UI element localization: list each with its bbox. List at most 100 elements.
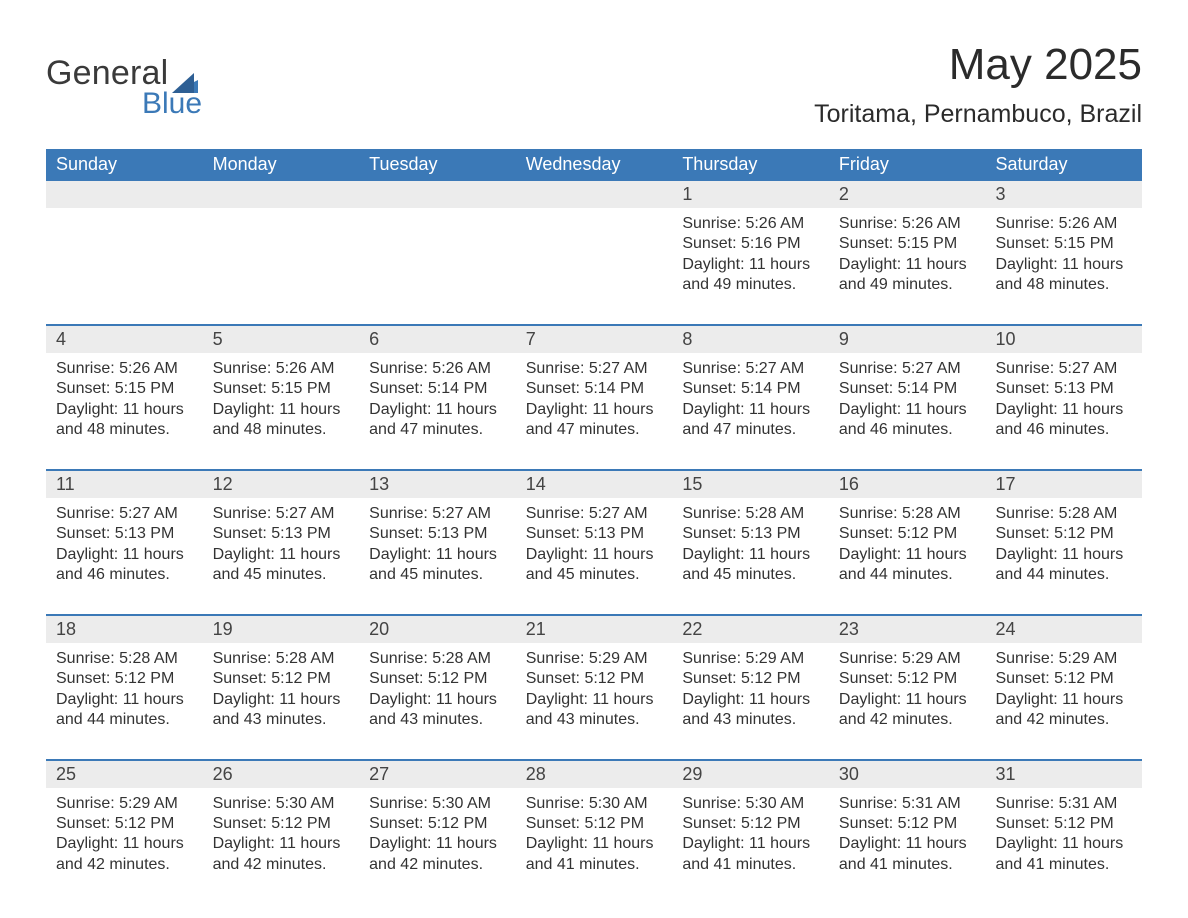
daylight-text: Daylight: 11 hours and 49 minutes. (839, 255, 978, 296)
calendar-day: 8Sunrise: 5:27 AMSunset: 5:14 PMDaylight… (672, 326, 829, 451)
sunset-text: Sunset: 5:14 PM (526, 379, 665, 399)
daylight-text: Daylight: 11 hours and 43 minutes. (526, 690, 665, 731)
sunrise-text: Sunrise: 5:26 AM (369, 359, 508, 379)
calendar-day: 31Sunrise: 5:31 AMSunset: 5:12 PMDayligh… (985, 761, 1142, 886)
day-number: . (203, 181, 360, 208)
sunrise-text: Sunrise: 5:27 AM (56, 504, 195, 524)
day-number: . (359, 181, 516, 208)
day-number: 24 (985, 616, 1142, 643)
daylight-text: Daylight: 11 hours and 42 minutes. (213, 834, 352, 875)
weekday-header: Sunday (46, 149, 203, 181)
day-body: Sunrise: 5:28 AMSunset: 5:12 PMDaylight:… (205, 649, 352, 731)
daylight-text: Daylight: 11 hours and 41 minutes. (995, 834, 1134, 875)
day-number: 27 (359, 761, 516, 788)
daylight-text: Daylight: 11 hours and 45 minutes. (682, 545, 821, 586)
sunrise-text: Sunrise: 5:29 AM (839, 649, 978, 669)
sunrise-text: Sunrise: 5:28 AM (213, 649, 352, 669)
title-block: May 2025 Toritama, Pernambuco, Brazil (814, 40, 1142, 143)
page-header: General Blue May 2025 Toritama, Pernambu… (46, 40, 1142, 143)
day-number: 9 (829, 326, 986, 353)
calendar-day: 11Sunrise: 5:27 AMSunset: 5:13 PMDayligh… (46, 471, 203, 596)
day-body: Sunrise: 5:27 AMSunset: 5:13 PMDaylight:… (987, 359, 1134, 441)
sunrise-text: Sunrise: 5:26 AM (995, 214, 1134, 234)
day-number: 7 (516, 326, 673, 353)
calendar-day: 14Sunrise: 5:27 AMSunset: 5:13 PMDayligh… (516, 471, 673, 596)
day-body: Sunrise: 5:30 AMSunset: 5:12 PMDaylight:… (518, 794, 665, 876)
daylight-text: Daylight: 11 hours and 44 minutes. (839, 545, 978, 586)
sunrise-text: Sunrise: 5:28 AM (369, 649, 508, 669)
day-body: Sunrise: 5:30 AMSunset: 5:12 PMDaylight:… (205, 794, 352, 876)
daylight-text: Daylight: 11 hours and 41 minutes. (682, 834, 821, 875)
calendar-day: 5 Sunrise: 5:26 AMSunset: 5:15 PMDaylight… (203, 326, 360, 451)
sunset-text: Sunset: 5:15 PM (56, 379, 195, 399)
calendar-day: 6Sunrise: 5:26 AMSunset: 5:14 PMDaylight… (359, 326, 516, 451)
brand-logo: General Blue (46, 54, 202, 121)
sunset-text: Sunset: 5:14 PM (839, 379, 978, 399)
daylight-text: Daylight: 11 hours and 44 minutes. (995, 545, 1134, 586)
day-number: 18 (46, 616, 203, 643)
calendar-day: 28Sunrise: 5:30 AMSunset: 5:12 PMDayligh… (516, 761, 673, 886)
brand-logo-line1: General (46, 54, 202, 93)
sunset-text: Sunset: 5:12 PM (839, 524, 978, 544)
day-number: 29 (672, 761, 829, 788)
day-body: Sunrise: 5:28 AMSunset: 5:12 PMDaylight:… (831, 504, 978, 586)
calendar-day: 18Sunrise: 5:28 AMSunset: 5:12 PMDayligh… (46, 616, 203, 741)
calendar-day: 15Sunrise: 5:28 AMSunset: 5:13 PMDayligh… (672, 471, 829, 596)
day-number: 23 (829, 616, 986, 643)
calendar-day: 29 Sunrise: 5:30 AMSunset: 5:12 PMDayligh… (672, 761, 829, 886)
day-number: 31 (985, 761, 1142, 788)
day-number: 17 (985, 471, 1142, 498)
sunrise-text: Sunrise: 5:29 AM (56, 794, 195, 814)
calendar-grid: SundayMondayTuesdayWednesdayThursdayFrid… (46, 149, 1142, 885)
calendar-day: . (203, 181, 360, 306)
day-number: 15 (672, 471, 829, 498)
calendar-day: 4Sunrise: 5:26 AMSunset: 5:15 PMDaylight… (46, 326, 203, 451)
sunrise-text: Sunrise: 5:30 AM (682, 794, 821, 814)
calendar-day: 17Sunrise: 5:28 AMSunset: 5:12 PMDayligh… (985, 471, 1142, 596)
day-body: Sunrise: 5:29 AMSunset: 5:12 PMDaylight:… (987, 649, 1134, 731)
calendar-day: 23Sunrise: 5:29 AMSunset: 5:12 PMDayligh… (829, 616, 986, 741)
sunset-text: Sunset: 5:12 PM (526, 669, 665, 689)
day-body: Sunrise: 5:26 AMSunset: 5:15 PMDaylight:… (205, 359, 352, 441)
calendar-day: 7Sunrise: 5:27 AMSunset: 5:14 PMDaylight… (516, 326, 673, 451)
sunrise-text: Sunrise: 5:30 AM (369, 794, 508, 814)
sunset-text: Sunset: 5:12 PM (995, 524, 1134, 544)
sunset-text: Sunset: 5:12 PM (56, 814, 195, 834)
day-number: 25 (46, 761, 203, 788)
daylight-text: Daylight: 11 hours and 43 minutes. (369, 690, 508, 731)
calendar-week: 25Sunrise: 5:29 AMSunset: 5:12 PMDayligh… (46, 759, 1142, 886)
calendar-day: 3Sunrise: 5:26 AMSunset: 5:15 PMDaylight… (985, 181, 1142, 306)
calendar-week: 18Sunrise: 5:28 AMSunset: 5:12 PMDayligh… (46, 614, 1142, 741)
sunset-text: Sunset: 5:15 PM (213, 379, 352, 399)
day-body: Sunrise: 5:30 AMSunset: 5:12 PMDaylight:… (674, 794, 821, 876)
daylight-text: Daylight: 11 hours and 42 minutes. (369, 834, 508, 875)
day-body: Sunrise: 5:26 AMSunset: 5:15 PMDaylight:… (48, 359, 195, 441)
daylight-text: Daylight: 11 hours and 43 minutes. (213, 690, 352, 731)
daylight-text: Daylight: 11 hours and 42 minutes. (56, 834, 195, 875)
calendar-week: ....1Sunrise: 5:26 AMSunset: 5:16 PMDayl… (46, 181, 1142, 306)
day-number: 10 (985, 326, 1142, 353)
day-number: 19 (203, 616, 360, 643)
sunrise-text: Sunrise: 5:29 AM (995, 649, 1134, 669)
daylight-text: Daylight: 11 hours and 45 minutes. (526, 545, 665, 586)
calendar-day: 16Sunrise: 5:28 AMSunset: 5:12 PMDayligh… (829, 471, 986, 596)
sunrise-text: Sunrise: 5:27 AM (526, 359, 665, 379)
day-body: Sunrise: 5:27 AMSunset: 5:14 PMDaylight:… (674, 359, 821, 441)
calendar-day: 26Sunrise: 5:30 AMSunset: 5:12 PMDayligh… (203, 761, 360, 886)
calendar-day: 24 Sunrise: 5:29 AMSunset: 5:12 PMDayligh… (985, 616, 1142, 741)
calendar-day: . (516, 181, 673, 306)
day-number: 22 (672, 616, 829, 643)
sunrise-text: Sunrise: 5:27 AM (995, 359, 1134, 379)
daylight-text: Daylight: 11 hours and 44 minutes. (56, 690, 195, 731)
daylight-text: Daylight: 11 hours and 47 minutes. (369, 400, 508, 441)
day-number: 5 (203, 326, 360, 353)
sunrise-text: Sunrise: 5:26 AM (213, 359, 352, 379)
flag-icon (172, 73, 198, 93)
calendar-day: 21Sunrise: 5:29 AMSunset: 5:12 PMDayligh… (516, 616, 673, 741)
day-body: Sunrise: 5:27 AMSunset: 5:13 PMDaylight:… (361, 504, 508, 586)
day-body: Sunrise: 5:28 AMSunset: 5:12 PMDaylight:… (361, 649, 508, 731)
calendar-day: 22Sunrise: 5:29 AMSunset: 5:12 PMDayligh… (672, 616, 829, 741)
daylight-text: Daylight: 11 hours and 41 minutes. (839, 834, 978, 875)
sunset-text: Sunset: 5:12 PM (682, 814, 821, 834)
sunrise-text: Sunrise: 5:27 AM (369, 504, 508, 524)
